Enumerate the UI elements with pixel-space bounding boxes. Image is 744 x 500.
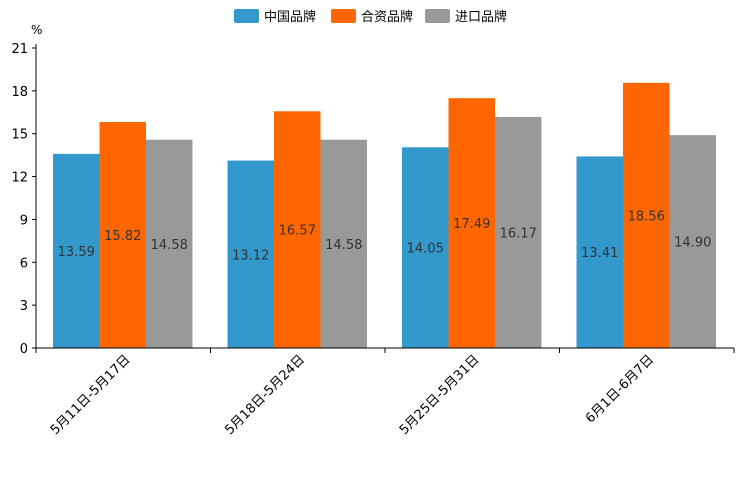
bar-data-label: 15.82 <box>104 229 141 244</box>
bar <box>669 135 716 348</box>
x-tick-label: 5月11日-5月17日 <box>48 352 134 438</box>
bar <box>448 98 495 349</box>
bar <box>99 122 146 348</box>
legend-label: 中国品牌 <box>264 9 316 25</box>
bar <box>227 160 274 348</box>
bar-data-label: 14.90 <box>674 236 711 251</box>
legend-swatch <box>331 9 356 23</box>
x-tick-label: 6月1日-6月7日 <box>583 352 657 426</box>
y-tick-label: 6 <box>20 256 28 271</box>
bar <box>402 147 449 348</box>
bar-data-label: 16.57 <box>279 224 316 239</box>
bar <box>274 111 321 349</box>
bar <box>53 153 100 348</box>
legend-label: 合资品牌 <box>361 9 413 25</box>
bar-data-label: 16.17 <box>500 227 537 242</box>
y-axis-unit-label: % <box>31 23 42 37</box>
y-tick-label: 12 <box>11 171 28 186</box>
bar-data-label: 18.56 <box>628 209 665 224</box>
legend: 中国品牌 合资品牌 进口品牌 <box>234 9 507 25</box>
bar <box>146 139 193 348</box>
y-tick-label: 21 <box>11 42 28 57</box>
bars: 13.59 15.82 14.58 13.12 16.57 14.58 14.05 17.49… <box>53 82 716 349</box>
bar <box>495 117 542 348</box>
bar <box>576 156 623 348</box>
y-tick-label: 9 <box>20 213 28 228</box>
bar-data-label: 14.58 <box>325 238 362 253</box>
bar <box>623 82 670 348</box>
legend-swatch <box>234 9 259 23</box>
x-axis: 5月11日-5月17日 5月18日-5月24日 5月25日-5月31日 6月1日-6月… <box>35 347 735 438</box>
bar-data-label: 17.49 <box>453 217 490 232</box>
bar-data-label: 14.05 <box>407 242 444 257</box>
y-tick-label: 18 <box>11 85 28 100</box>
bar-data-label: 13.41 <box>581 246 618 261</box>
legend-label: 进口品牌 <box>455 9 507 25</box>
x-tick-label: 5月25日-5月31日 <box>397 352 483 438</box>
bar-data-label: 13.12 <box>232 248 269 263</box>
y-tick-label: 0 <box>20 342 28 357</box>
y-tick-label: 3 <box>20 299 28 314</box>
bar-data-label: 14.58 <box>151 238 188 253</box>
bar <box>320 139 367 348</box>
bar-data-label: 13.59 <box>58 245 95 260</box>
y-tick-label: 15 <box>11 128 28 143</box>
y-axis-ticks: 0 3 6 9 12 15 18 21 <box>11 42 37 357</box>
legend-swatch <box>425 9 450 23</box>
x-tick-label: 5月18日-5月24日 <box>222 352 308 438</box>
